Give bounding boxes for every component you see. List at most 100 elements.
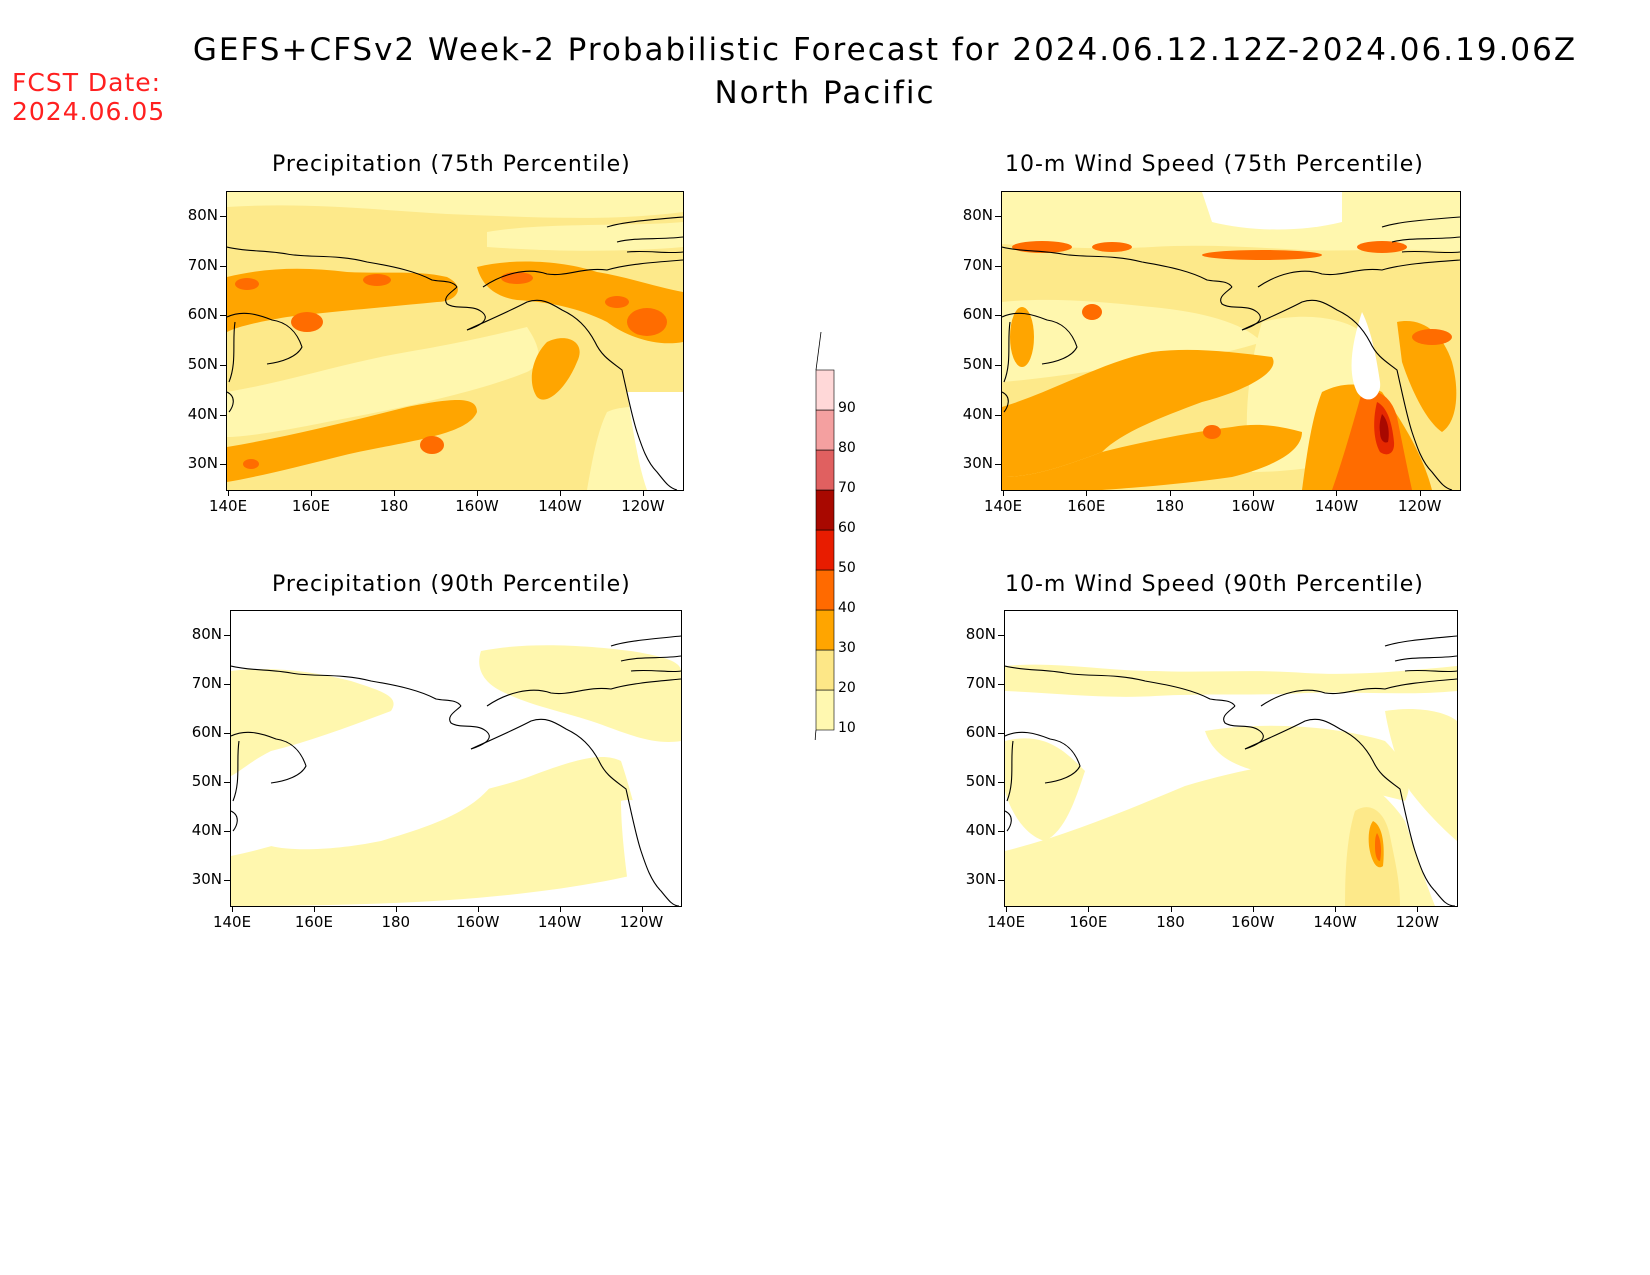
lat-tick-mark — [220, 414, 226, 416]
lat-tick-mark — [224, 831, 230, 833]
colorbar-level-label: 90 — [838, 400, 856, 416]
lat-tick-mark — [998, 732, 1004, 734]
forecast-date-value: 2024.06.05 — [12, 97, 166, 126]
contour-field-wind-90 — [1005, 611, 1457, 906]
lat-tick-label: 60N — [965, 722, 996, 741]
panel-title-precip-75: Precipitation (75th Percentile) — [272, 152, 631, 177]
lon-tick-label: 140E — [208, 497, 248, 515]
map-precip-90 — [230, 610, 682, 907]
lat-tick-label: 70N — [965, 673, 996, 692]
lat-tick-label: 50N — [187, 354, 218, 373]
lat-tick-mark — [995, 414, 1001, 416]
colorbar-level-label: 60 — [838, 520, 856, 536]
contour-field-precip-75 — [227, 192, 683, 490]
lat-tick-label: 30N — [187, 454, 218, 473]
colorbar — [814, 331, 835, 740]
lon-tick-mark — [1170, 906, 1172, 912]
colorbar-swatch — [815, 409, 835, 451]
lon-tick-label: 160W — [455, 913, 500, 931]
colorbar-swatch — [815, 689, 835, 731]
lat-tick-mark — [224, 782, 230, 784]
colorbar-level-label: 50 — [838, 560, 856, 576]
lon-tick-mark — [559, 906, 561, 912]
lon-tick-label: 120W — [619, 913, 664, 931]
panel-title-precip-90: Precipitation (90th Percentile) — [272, 572, 631, 597]
lat-tick-label: 70N — [962, 255, 993, 274]
lon-tick-mark — [1006, 906, 1007, 912]
lat-tick-label: 80N — [962, 205, 993, 224]
map-precip-75 — [226, 191, 684, 491]
lat-tick-mark — [995, 215, 1001, 217]
panel-title-wind-75: 10-m Wind Speed (75th Percentile) — [1005, 152, 1424, 177]
lat-tick-label: 60N — [187, 305, 218, 324]
lon-tick-label: 180 — [1155, 497, 1185, 515]
lon-tick-label: 160E — [1069, 913, 1108, 931]
lat-tick-mark — [220, 364, 226, 366]
colorbar-level-label: 70 — [838, 480, 856, 496]
colorbar-swatch — [815, 369, 835, 411]
colorbar-swatch — [815, 529, 835, 571]
lon-tick-mark — [395, 906, 397, 912]
lon-tick-mark — [1003, 490, 1004, 496]
lat-tick-mark — [220, 464, 226, 466]
lat-tick-mark — [998, 782, 1004, 784]
lon-tick-label: 160W — [1231, 497, 1275, 515]
lat-tick-label: 50N — [962, 354, 993, 373]
lon-tick-mark — [1335, 906, 1337, 912]
lat-tick-label: 40N — [962, 404, 993, 423]
map-wind-90 — [1004, 610, 1458, 907]
lon-tick-mark — [313, 906, 315, 912]
lat-tick-mark — [220, 265, 226, 267]
lon-tick-label: 180 — [379, 497, 409, 515]
lon-tick-mark — [642, 490, 644, 496]
lat-tick-label: 60N — [191, 722, 222, 741]
colorbar-swatch — [815, 569, 835, 611]
colorbar-swatch — [815, 649, 835, 691]
colorbar-top-cap — [815, 331, 822, 371]
lon-tick-mark — [1086, 490, 1088, 496]
colorbar-bottom-cap — [814, 729, 817, 740]
colorbar-level-label: 40 — [838, 600, 856, 616]
colorbar-level-label: 20 — [838, 680, 856, 696]
lon-tick-label: 140E — [983, 497, 1023, 515]
lon-tick-mark — [393, 490, 395, 496]
lon-tick-label: 120W — [1395, 913, 1440, 931]
lon-tick-label: 140W — [1313, 913, 1357, 931]
lat-tick-label: 30N — [965, 870, 996, 889]
lon-tick-label: 160W — [1231, 913, 1275, 931]
lon-tick-label: 160W — [455, 497, 499, 515]
lat-tick-label: 60N — [962, 305, 993, 324]
contour-field-precip-90 — [231, 611, 681, 906]
colorbar-level-label: 30 — [838, 640, 856, 656]
lon-tick-label: 120W — [621, 497, 665, 515]
region-subtitle: North Pacific — [714, 75, 936, 111]
lon-tick-label: 140E — [212, 913, 252, 931]
lat-tick-mark — [995, 364, 1001, 366]
colorbar-swatch — [815, 609, 835, 651]
lon-tick-label: 180 — [381, 913, 411, 931]
colorbar-level-label: 80 — [838, 440, 856, 456]
lat-tick-mark — [224, 880, 230, 882]
lat-tick-mark — [224, 732, 230, 734]
lat-tick-label: 40N — [187, 404, 218, 423]
lat-tick-label: 50N — [191, 772, 222, 791]
lon-tick-label: 140W — [537, 913, 582, 931]
lon-tick-mark — [1417, 906, 1419, 912]
lat-tick-label: 30N — [191, 870, 222, 889]
lat-tick-mark — [995, 464, 1001, 466]
lon-tick-label: 160E — [291, 497, 331, 515]
lat-tick-mark — [220, 315, 226, 317]
main-title: GEFS+CFSv2 Week-2 Probabilistic Forecast… — [192, 32, 1578, 68]
lon-tick-label: 140W — [1314, 497, 1359, 515]
lat-tick-label: 70N — [191, 673, 222, 692]
lon-tick-mark — [1088, 906, 1090, 912]
lat-tick-label: 40N — [965, 821, 996, 840]
lon-tick-mark — [477, 906, 479, 912]
lat-tick-mark — [998, 880, 1004, 882]
lat-tick-mark — [224, 683, 230, 685]
lon-tick-label: 140W — [538, 497, 582, 515]
lat-tick-mark — [224, 634, 230, 636]
lat-tick-label: 80N — [965, 624, 996, 643]
forecast-date-label: FCST Date: — [12, 68, 162, 97]
panel-title-wind-90: 10-m Wind Speed (90th Percentile) — [1005, 572, 1424, 597]
